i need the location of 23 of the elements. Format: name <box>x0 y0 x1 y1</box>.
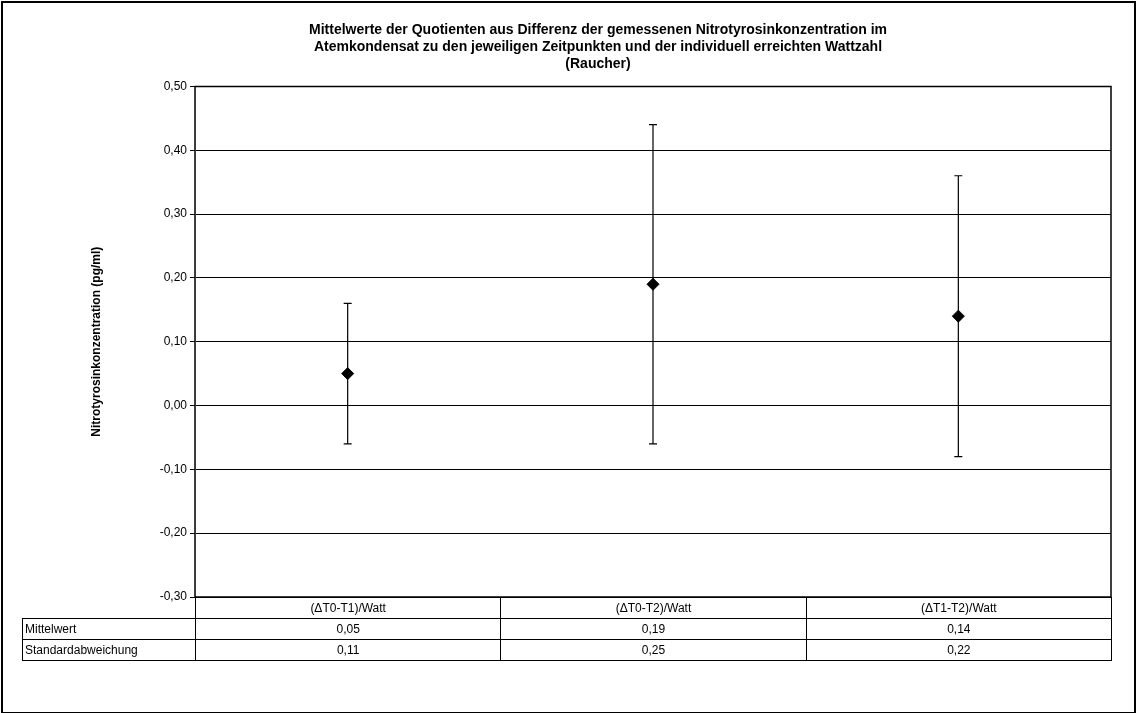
y-tick-label: 0,50 <box>163 78 188 93</box>
y-axis-title: Nitrotyrosinkonzentration (pg/ml) <box>88 246 103 437</box>
y-tick-label: 0,40 <box>163 142 188 157</box>
text: 0,11 <box>336 643 360 657</box>
data-label: 0,05 <box>195 618 501 640</box>
text: Standardabweichung <box>25 643 138 657</box>
data-label: 0,14 <box>806 618 1112 640</box>
data-label: 0,19 <box>500 618 807 640</box>
y-tick-label: -0,20 <box>159 525 188 540</box>
x-tick-label: (ΔT0-T1)/Watt <box>195 597 501 619</box>
y-tick-label: 0,20 <box>163 270 188 285</box>
y-tick-label: -0,30 <box>159 589 188 604</box>
y-tick-label: 0,00 <box>163 397 188 412</box>
text: 0,25 <box>641 643 666 657</box>
point <box>951 309 965 323</box>
x-tick-label: (ΔT0-T2)/Watt <box>500 597 807 619</box>
y-tick-label: 0,30 <box>163 206 188 221</box>
text: 0,22 <box>947 643 971 657</box>
text: Mittelwert <box>25 622 77 636</box>
y-tick-label: 0,10 <box>163 334 188 349</box>
chart-title: Mittelwerte der Quotienten aus Differenz der gemessenen Nitrotyrosinkonzentration im Atemkondensat zu den jeweiligen Zeitpunkten und der individuell erreichten Wattzahl (Raucher) <box>309 21 887 71</box>
x-tick-label: (ΔT1-T2)/Watt <box>806 597 1112 619</box>
y-tick-label: -0,10 <box>159 461 188 476</box>
